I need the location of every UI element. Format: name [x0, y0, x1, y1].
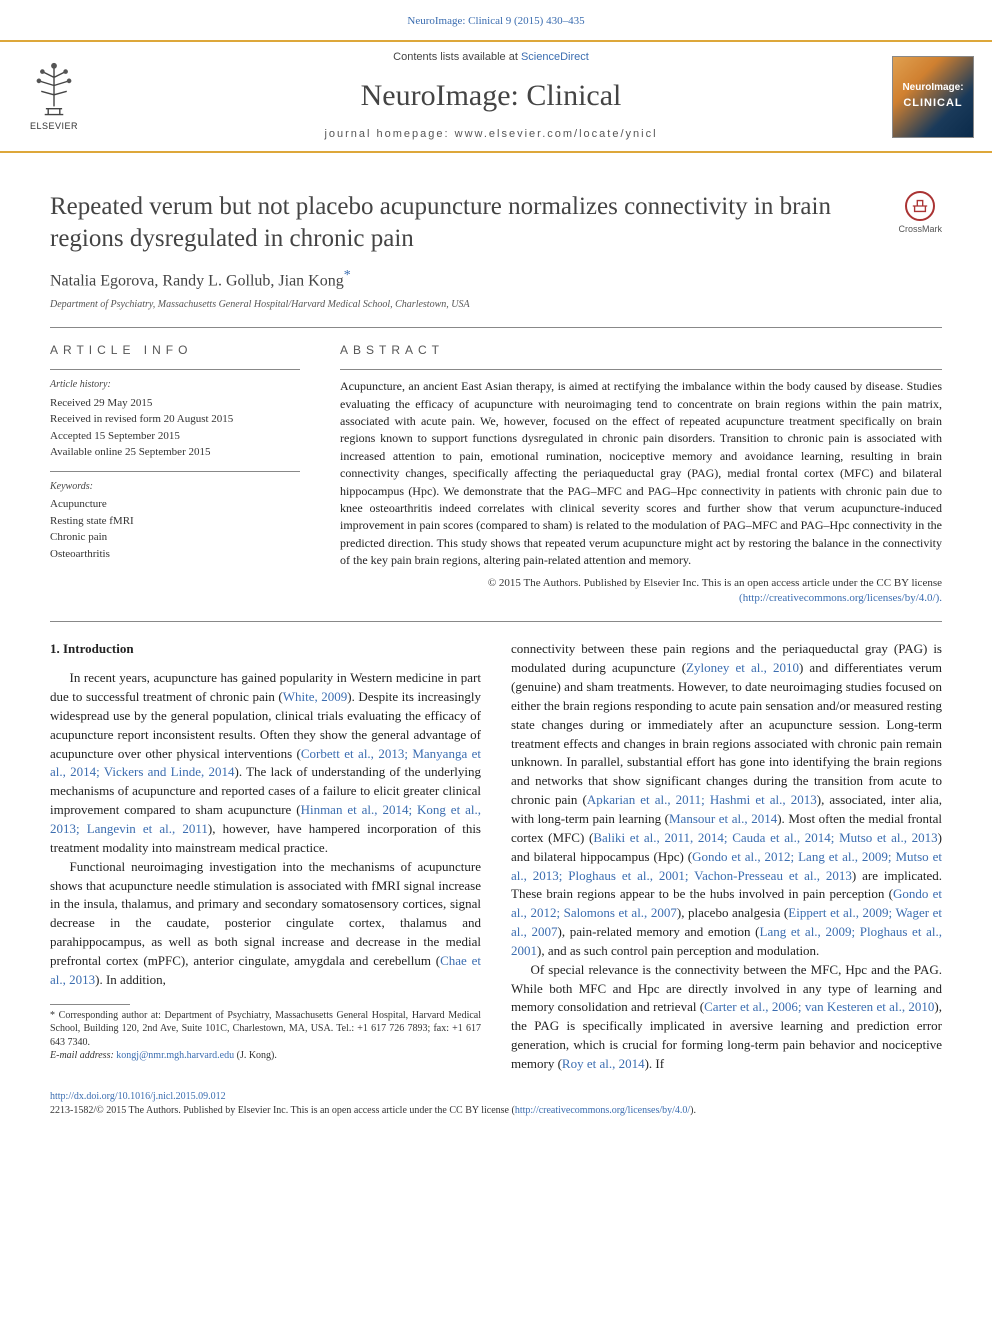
header-citation: NeuroImage: Clinical 9 (2015) 430–435: [0, 0, 992, 40]
elsevier-tree-icon: [25, 60, 83, 118]
email-link[interactable]: kongj@nmr.mgh.harvard.edu: [116, 1050, 234, 1061]
contents-prefix: Contents lists available at: [393, 51, 521, 63]
abstract-copyright: © 2015 The Authors. Published by Elsevie…: [340, 576, 942, 608]
publisher-logo: ELSEVIER: [18, 56, 90, 138]
keyword-2: Chronic pain: [50, 529, 300, 546]
sciencedirect-link[interactable]: ScienceDirect: [521, 51, 589, 63]
cover-line2: CLINICAL: [903, 96, 962, 112]
history-0: Received 29 May 2015: [50, 395, 300, 412]
crossmark-badge[interactable]: CrossMark: [898, 191, 942, 236]
history-1: Received in revised form 20 August 2015: [50, 411, 300, 428]
copyright-text: © 2015 The Authors. Published by Elsevie…: [488, 577, 942, 589]
doi-link[interactable]: http://dx.doi.org/10.1016/j.nicl.2015.09…: [50, 1091, 226, 1102]
cover-line1: NeuroImage:: [902, 81, 963, 96]
keyword-3: Osteoarthritis: [50, 546, 300, 563]
homepage-url[interactable]: www.elsevier.com/locate/ynicl: [455, 128, 658, 140]
crossmark-label: CrossMark: [898, 223, 942, 236]
history-2: Accepted 15 September 2015: [50, 428, 300, 445]
keyword-1: Resting state fMRI: [50, 513, 300, 530]
email-label: E-mail address:: [50, 1050, 116, 1061]
email-line: E-mail address: kongj@nmr.mgh.harvard.ed…: [50, 1049, 481, 1063]
abstract-rule: [340, 369, 942, 370]
para-1: In recent years, acupuncture has gained …: [50, 669, 481, 857]
ref-zyloney[interactable]: Zyloney et al., 2010: [686, 660, 799, 675]
email-suffix: (J. Kong).: [234, 1050, 277, 1061]
license-close: ).: [690, 1105, 696, 1116]
keywords-label: Keywords:: [50, 480, 300, 495]
crossmark-icon: [905, 191, 935, 221]
affiliation: Department of Psychiatry, Massachusetts …: [0, 296, 992, 327]
abstract-text: Acupuncture, an ancient East Asian thera…: [340, 378, 942, 569]
journal-banner: ELSEVIER Contents lists available at Sci…: [0, 40, 992, 153]
abstract: ABSTRACT Acupuncture, an ancient East As…: [340, 342, 942, 608]
ref-mansour[interactable]: Mansour et al., 2014: [669, 811, 777, 826]
ref-roy[interactable]: Roy et al., 2014: [562, 1056, 645, 1071]
section-heading: 1. Introduction: [50, 640, 481, 659]
author-list: Natalia Egorova, Randy L. Gollub, Jian K…: [50, 272, 344, 289]
info-label: ARTICLE INFO: [50, 342, 300, 359]
homepage-label: journal homepage:: [324, 128, 454, 140]
info-rule-2: [50, 471, 300, 472]
journal-name: NeuroImage: Clinical: [90, 74, 892, 118]
para-3: connectivity between these pain regions …: [511, 640, 942, 960]
history-label: Article history:: [50, 378, 300, 393]
article-title: Repeated verum but not placebo acupunctu…: [50, 191, 878, 254]
article-info: ARTICLE INFO Article history: Received 2…: [50, 342, 300, 608]
journal-homepage: journal homepage: www.elsevier.com/locat…: [90, 127, 892, 143]
abstract-label: ABSTRACT: [340, 342, 942, 359]
license-text: 2213-1582/© 2015 The Authors. Published …: [50, 1105, 515, 1116]
authors: Natalia Egorova, Randy L. Gollub, Jian K…: [0, 254, 992, 297]
license-link[interactable]: (http://creativecommons.org/licenses/by/…: [739, 592, 942, 604]
body-text: 1. Introduction In recent years, acupunc…: [0, 622, 992, 1083]
info-rule: [50, 369, 300, 370]
ref-baliki[interactable]: Baliki et al., 2011, 2014; Cauda et al.,…: [593, 830, 937, 845]
page-footer: http://dx.doi.org/10.1016/j.nicl.2015.09…: [0, 1090, 992, 1129]
footnote-block: * Corresponding author at: Department of…: [50, 1004, 481, 1063]
footer-license-link[interactable]: http://creativecommons.org/licenses/by/4…: [515, 1105, 690, 1116]
journal-cover: NeuroImage: CLINICAL: [892, 56, 974, 138]
contents-line: Contents lists available at ScienceDirec…: [90, 50, 892, 66]
header-citation-link[interactable]: NeuroImage: Clinical 9 (2015) 430–435: [407, 15, 584, 27]
ref-white-2009[interactable]: White, 2009: [283, 689, 348, 704]
ref-apkarian[interactable]: Apkarian et al., 2011; Hashmi et al., 20…: [587, 792, 817, 807]
para-2: Functional neuroimaging investigation in…: [50, 858, 481, 990]
footer-license: 2213-1582/© 2015 The Authors. Published …: [50, 1104, 942, 1119]
history-3: Available online 25 September 2015: [50, 444, 300, 461]
footnote-rule: [50, 1004, 130, 1005]
banner-center: Contents lists available at ScienceDirec…: [90, 50, 892, 143]
ref-carter[interactable]: Carter et al., 2006; van Kesteren et al.…: [704, 999, 934, 1014]
para-4: Of special relevance is the connectivity…: [511, 961, 942, 1074]
keyword-0: Acupuncture: [50, 496, 300, 513]
corresponding-author: * Corresponding author at: Department of…: [50, 1009, 481, 1050]
corresponding-marker: *: [344, 268, 351, 283]
publisher-name: ELSEVIER: [30, 120, 78, 133]
